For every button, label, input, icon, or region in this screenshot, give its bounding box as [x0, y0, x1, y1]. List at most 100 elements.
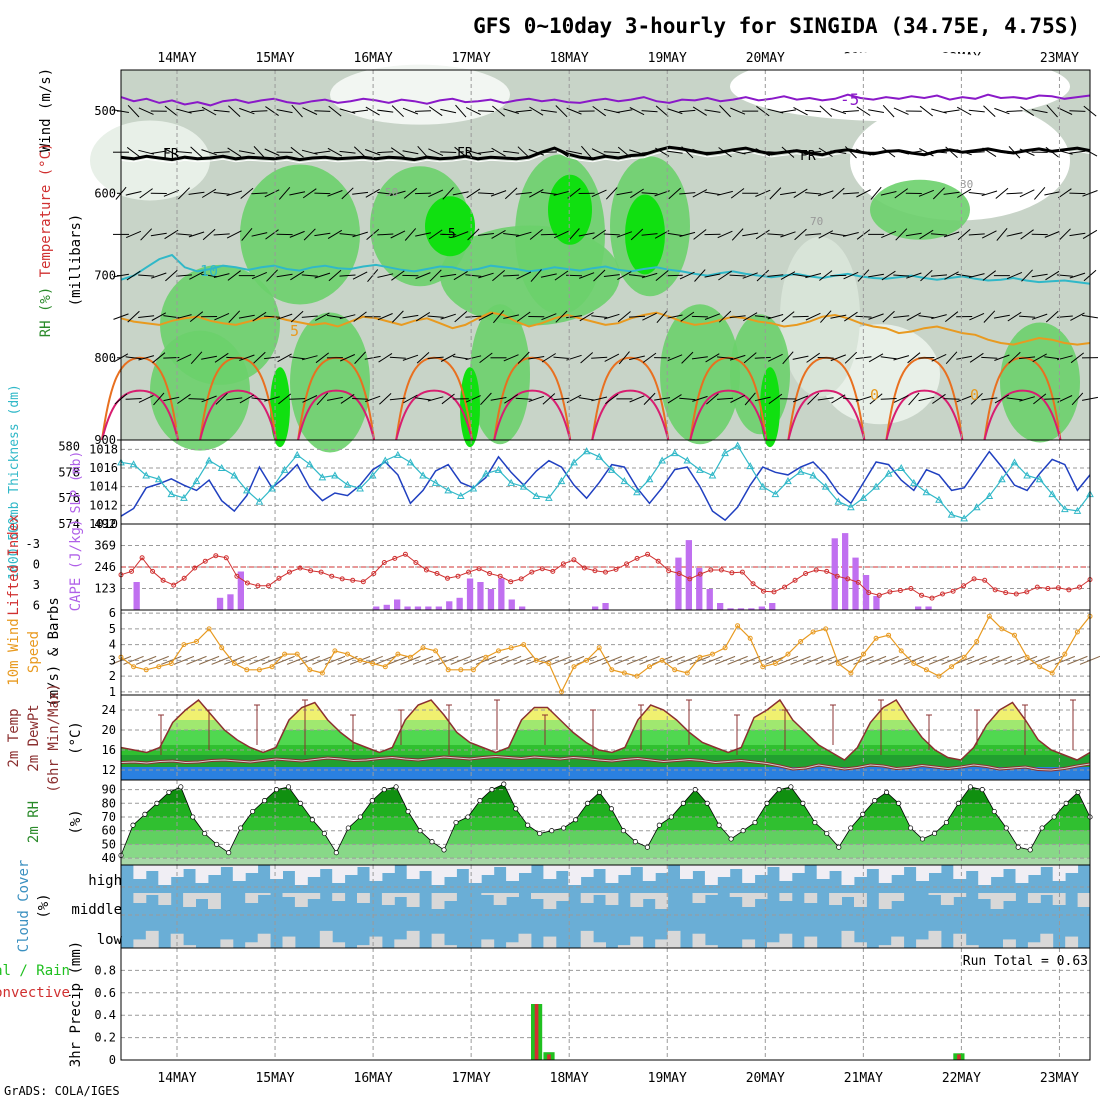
thickness-marker: [305, 460, 314, 468]
wind-barb: [906, 312, 922, 321]
surface-wind-barb: [538, 655, 560, 665]
wind-barb: [817, 190, 834, 197]
legend-convective: Convective: [0, 985, 70, 1001]
wind-speed-marker: [697, 654, 703, 660]
lifted-index-marker: [234, 573, 240, 579]
rh-tick-label: 40: [102, 851, 116, 865]
thickness-marker: [758, 482, 767, 490]
wind-barb: [240, 187, 254, 199]
wind-barb: [290, 310, 304, 323]
credit: GrADS: COLA/IGES: [4, 1084, 120, 1098]
thickness-tick-label: 580: [58, 439, 80, 453]
lifted-index-marker: [1013, 591, 1019, 597]
cloud-low-cell: [580, 930, 594, 948]
wind-barb: [994, 394, 1010, 404]
wind-barb: [818, 230, 834, 239]
cloud-middle-cell: [294, 893, 308, 907]
wind-barb: [302, 188, 317, 199]
wind-barb: [1019, 189, 1035, 198]
surface-wind-barb: [186, 655, 207, 665]
wind-barb: [339, 150, 356, 154]
wind-barb: [970, 392, 983, 405]
lifted-index-marker: [571, 557, 577, 563]
cloud-middle-cell: [431, 893, 445, 909]
cloud-high-cell: [357, 865, 370, 867]
wind-barb: [894, 188, 908, 199]
cloud-high-cell: [493, 865, 507, 867]
cloud-middle-cell: [704, 893, 718, 895]
contour-label: 0: [970, 386, 979, 404]
ylabel-2m-dewpt: 2m DewPt: [26, 704, 42, 771]
wind-speed-marker: [861, 651, 866, 657]
surface-wind-barb: [815, 655, 836, 665]
wind-speed-marker: [810, 629, 816, 635]
thickness-marker: [507, 478, 515, 486]
wind-speed-marker: [621, 670, 627, 676]
cloud-low-cell: [953, 933, 967, 949]
rh-marker: [919, 836, 926, 842]
lifted-index-marker: [413, 560, 419, 565]
thickness-marker: [230, 471, 239, 479]
cloud-high-cell: [170, 865, 184, 877]
cloud-middle-cell: [630, 893, 644, 907]
wind-barb: [943, 109, 960, 113]
wind-barb: [1058, 228, 1071, 241]
thickness-marker: [192, 477, 201, 485]
lifted-index-marker: [1066, 587, 1072, 593]
wind-barb: [956, 355, 973, 360]
thickness-marker: [796, 467, 805, 475]
thickness-marker: [897, 463, 906, 471]
wind-barb: [578, 397, 595, 401]
wind-barb: [818, 147, 833, 157]
thickness-marker: [532, 491, 541, 499]
cape-bar: [758, 606, 765, 610]
wind-barb: [278, 186, 291, 200]
cloud-high-cell: [878, 865, 892, 883]
wind-barb: [540, 109, 557, 113]
wind-barb: [819, 105, 833, 117]
wind-barb: [1069, 232, 1086, 237]
wind-barb: [1021, 269, 1033, 282]
wind-speed-marker: [647, 664, 652, 670]
cloud-middle-cell: [692, 893, 706, 903]
wind-barb: [153, 392, 165, 406]
cloud-high-cell: [232, 865, 246, 881]
wind-speed-marker: [420, 645, 426, 651]
wind-barb: [201, 149, 217, 156]
lifted-index-marker: [919, 592, 924, 598]
wind-barb: [238, 314, 255, 319]
lifted-index-marker: [318, 569, 324, 575]
rh-marker: [166, 789, 172, 795]
lifted-index-tick-label: -3: [26, 537, 40, 551]
wind-barb: [704, 191, 721, 196]
rh-marker: [955, 800, 961, 806]
wind-barb: [315, 312, 330, 321]
rh-marker: [872, 798, 878, 804]
thickness-marker: [607, 465, 616, 473]
lifted-index-marker: [940, 591, 945, 597]
cloud-middle-cell: [406, 893, 420, 907]
surface-wind-barb: [966, 655, 987, 665]
cloud-high-cell: [965, 865, 979, 871]
wind-barb: [515, 231, 532, 238]
cloud-middle-cell: [1003, 893, 1016, 901]
wind-barb: [893, 315, 910, 318]
wind-barb: [593, 269, 606, 282]
wind-barb: [227, 147, 242, 158]
lifted-index-tick-label: 3: [33, 578, 40, 592]
lifted-index-marker: [697, 571, 703, 577]
rh-marker: [549, 828, 555, 834]
thickness-marker: [658, 456, 666, 464]
thickness-marker: [570, 458, 578, 466]
surface-wind-barb: [916, 655, 937, 665]
wind-barb: [981, 356, 998, 359]
chart-title: GFS 0~10day 3-hourly for SINGIDA (34.75E…: [473, 14, 1080, 38]
wind-barb: [717, 230, 733, 239]
wind-barb: [944, 271, 959, 280]
wind-barb: [617, 146, 631, 158]
cloud-high-cell: [903, 865, 917, 867]
lifted-index-tick-label: 0: [33, 558, 40, 572]
surface-wind-barb: [664, 655, 685, 665]
surface-wind-barb: [991, 655, 1013, 665]
wind-barb: [668, 187, 682, 200]
